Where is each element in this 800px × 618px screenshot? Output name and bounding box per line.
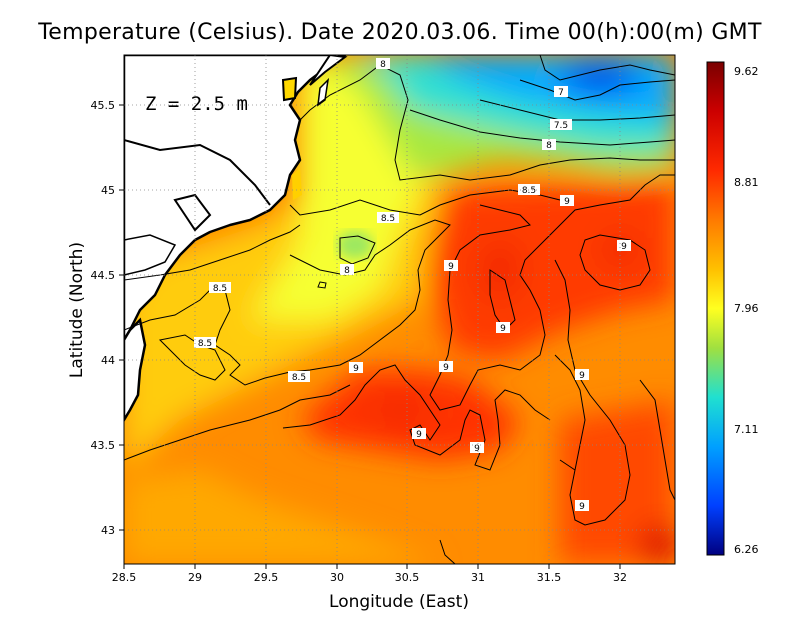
svg-text:7.5: 7.5 xyxy=(554,121,568,131)
contour-label: 8.5 xyxy=(518,184,540,196)
svg-text:9: 9 xyxy=(448,262,454,272)
contour-label: 7.5 xyxy=(550,119,572,131)
contour-label: 9 xyxy=(560,195,574,207)
map-frame xyxy=(123,54,676,565)
svg-text:9: 9 xyxy=(579,502,585,512)
colorbar-tick-label: 9.62 xyxy=(734,65,759,78)
colorbar-tick-label: 7.96 xyxy=(734,302,759,315)
svg-text:9: 9 xyxy=(500,324,506,334)
svg-text:9: 9 xyxy=(621,242,627,252)
x-tick-label: 29.5 xyxy=(254,571,279,584)
depth-label: Z = 2.5 m xyxy=(145,93,248,115)
x-tick-label: 30 xyxy=(330,571,344,584)
contour-label: 8.5 xyxy=(194,337,216,349)
y-tick-label: 43.5 xyxy=(91,439,116,452)
y-tick-label: 43 xyxy=(101,524,115,537)
colorbar-tick-label: 6.26 xyxy=(734,543,759,556)
contour-label: 8 xyxy=(340,264,354,276)
contour-label: 9 xyxy=(439,361,453,373)
svg-text:8.5: 8.5 xyxy=(292,373,306,383)
svg-text:8.5: 8.5 xyxy=(522,186,536,196)
svg-text:9: 9 xyxy=(474,444,480,454)
contour-label: 9 xyxy=(617,240,631,252)
svg-text:8.5: 8.5 xyxy=(213,284,227,294)
y-tick-label: 44.5 xyxy=(91,269,116,282)
contour-label: 8 xyxy=(542,139,556,151)
colorbar-tick-label: 7.11 xyxy=(734,423,759,436)
svg-text:8.5: 8.5 xyxy=(198,339,212,349)
x-tick-label: 32 xyxy=(613,571,627,584)
colorbar: 9.62 8.81 7.96 7.11 6.26 xyxy=(706,61,759,556)
svg-text:9: 9 xyxy=(564,197,570,207)
map-grid xyxy=(124,55,675,564)
x-tick-label: 31.5 xyxy=(537,571,562,584)
x-axis: 28.5 29 29.5 30 30.5 31 31.5 32 Longitud… xyxy=(112,564,627,612)
contour-label: 9 xyxy=(470,442,484,454)
svg-text:7: 7 xyxy=(558,88,564,98)
contour-label: 9 xyxy=(349,362,363,374)
svg-text:9: 9 xyxy=(579,371,585,381)
isotherm-contours xyxy=(124,55,675,564)
x-tick-label: 28.5 xyxy=(112,571,137,584)
svg-text:8: 8 xyxy=(380,60,386,70)
contour-label: 8.5 xyxy=(288,371,310,383)
svg-text:9: 9 xyxy=(353,364,359,374)
x-tick-label: 29 xyxy=(188,571,202,584)
colorbar-gradient xyxy=(706,61,725,556)
contour-label: 8.5 xyxy=(209,282,231,294)
svg-text:9: 9 xyxy=(416,430,422,440)
x-axis-title: Longitude (East) xyxy=(329,592,469,612)
contour-label: 8.5 xyxy=(377,212,399,224)
contour-label: 9 xyxy=(575,369,589,381)
contour-label: 9 xyxy=(444,260,458,272)
contour-label: 7 xyxy=(554,86,568,98)
y-tick-label: 45 xyxy=(101,184,115,197)
svg-text:8: 8 xyxy=(546,141,552,151)
x-tick-label: 30.5 xyxy=(395,571,420,584)
temperature-field: 8 7 7.5 8 8.5 9 8.5 9 8 9 8.5 9 8.5 9 9 … xyxy=(124,55,675,564)
y-tick-label: 44 xyxy=(101,354,115,367)
y-axis: 43 43.5 44 44.5 45 45.5 Latitude (North) xyxy=(67,99,124,537)
colorbar-tick-label: 8.81 xyxy=(734,176,759,189)
contour-label: 9 xyxy=(496,322,510,334)
contour-labels: 8 7 7.5 8 8.5 9 8.5 9 8 9 8.5 9 8.5 9 9 … xyxy=(194,58,631,512)
svg-text:9: 9 xyxy=(443,363,449,373)
svg-text:8.5: 8.5 xyxy=(381,214,395,224)
contour-label: 9 xyxy=(575,500,589,512)
contour-label: 8 xyxy=(376,58,390,70)
y-axis-title: Latitude (North) xyxy=(67,242,87,378)
coastline-land xyxy=(124,55,347,342)
contour-label: 9 xyxy=(412,428,426,440)
x-tick-label: 31 xyxy=(471,571,485,584)
y-tick-label: 45.5 xyxy=(91,99,116,112)
svg-text:8: 8 xyxy=(344,266,350,276)
map-title: Temperature (Celsius). Date 2020.03.06. … xyxy=(38,20,762,45)
